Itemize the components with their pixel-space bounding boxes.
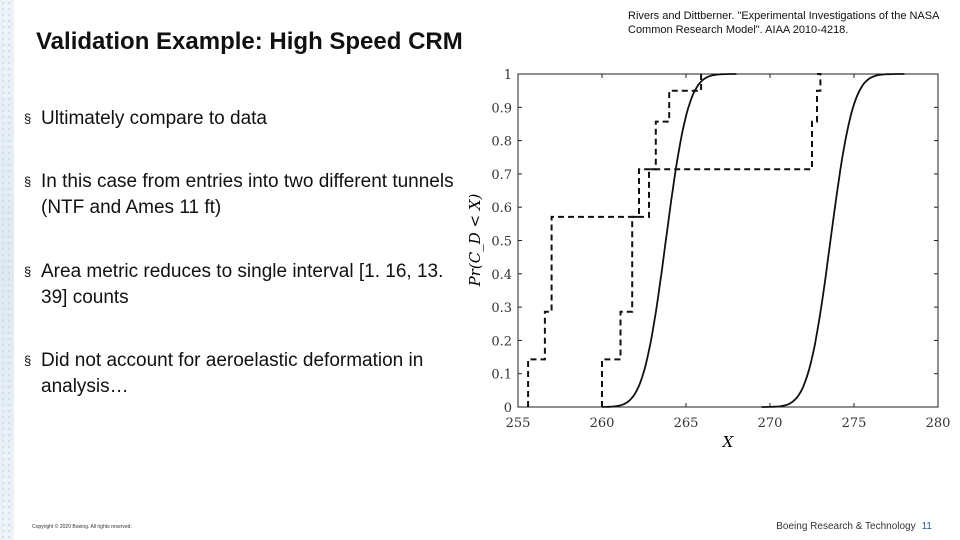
- data-ecdf-line: [601, 73, 822, 407]
- y-tick-label: 0.2: [491, 334, 512, 349]
- footer-org: Boeing Research & Technology: [776, 521, 916, 532]
- x-tick-label: 280: [926, 416, 950, 431]
- bullet-marker: §: [24, 264, 32, 279]
- cdf-chart: 255 260 265 270 275 280 0 0.1 0.2 0.3 0.4 0.5 0.6 0.7…: [466, 68, 950, 451]
- y-tick-label: 0.6: [491, 201, 512, 216]
- bullet-marker: §: [24, 111, 32, 126]
- y-tick-label: 0.4: [491, 268, 512, 283]
- citation: Rivers and Dittberner. "Experimental Inv…: [628, 10, 939, 36]
- plot-frame: [517, 73, 939, 408]
- bullet-marker: §: [24, 174, 32, 189]
- y-tick-label: 0.5: [491, 235, 512, 250]
- x-tick-label: 260: [590, 416, 615, 431]
- x-tick-label: 275: [842, 416, 867, 431]
- y-tick-label: 0.8: [491, 135, 512, 150]
- y-axis-label: Pr(C_D < X): [466, 193, 484, 287]
- y-tick-label: 0.3: [491, 301, 512, 316]
- bullet-item: § Did not account for aeroelastic deform…: [24, 348, 464, 400]
- model-cdf-line: [761, 73, 905, 408]
- bullet-text: Did not account for aeroelastic deformat…: [41, 350, 424, 397]
- footer-right: Boeing Research & Technology 11: [776, 521, 932, 532]
- x-tick-label: 270: [758, 416, 783, 431]
- x-tick-label: 255: [506, 416, 531, 431]
- bullet-item: § Ultimately compare to data: [24, 106, 267, 132]
- bullet-item: § In this case from entries into two dif…: [24, 169, 464, 221]
- y-tick-label: 0.7: [491, 168, 512, 183]
- y-tick-label: 0: [504, 401, 512, 416]
- data-ecdf-line: [527, 73, 703, 407]
- x-tick-label: 265: [674, 416, 699, 431]
- bullet-text: In this case from entries into two diffe…: [41, 171, 454, 218]
- y-tick-label: 1: [504, 68, 512, 83]
- bullet-item: § Area metric reduces to single interval…: [24, 259, 464, 311]
- y-tick-label: 0.9: [491, 101, 512, 116]
- x-axis-label: X: [722, 433, 735, 451]
- page-number: 11: [921, 521, 932, 532]
- bullet-text: Ultimately compare to data: [41, 108, 267, 129]
- bullet-marker: §: [24, 353, 32, 368]
- y-tick-label: 0.1: [491, 368, 512, 383]
- footer-copyright: Copyright © 2020 Boeing. All rights rese…: [32, 524, 132, 530]
- slide-title: Validation Example: High Speed CRM: [36, 28, 463, 55]
- bullet-text: Area metric reduces to single interval […: [41, 261, 444, 308]
- decorative-left-strip: [0, 0, 14, 540]
- model-cdf-line: [601, 73, 737, 408]
